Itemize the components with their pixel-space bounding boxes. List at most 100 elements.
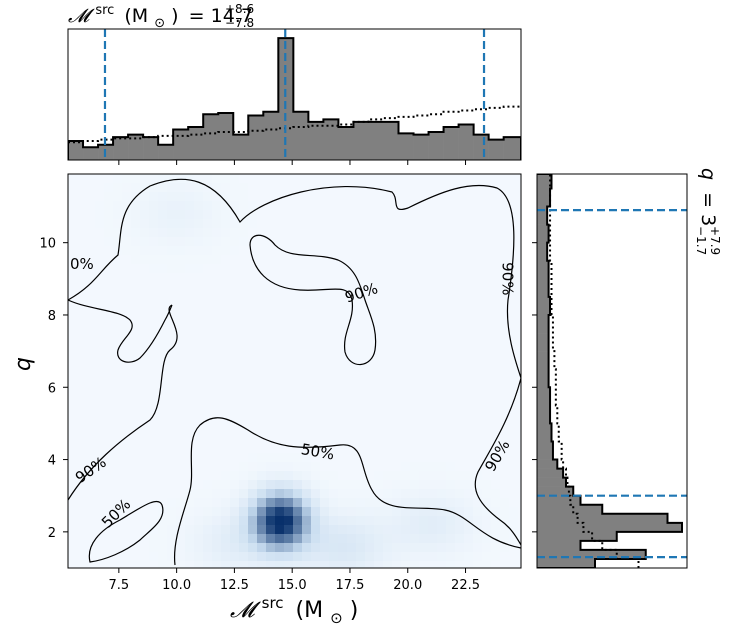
x-hist-bar	[413, 134, 429, 160]
density-cell	[392, 363, 402, 373]
density-cell	[284, 399, 294, 409]
density-cell	[95, 255, 105, 265]
density-cell	[329, 435, 339, 445]
density-cell	[95, 246, 105, 256]
density-cell	[491, 498, 501, 508]
density-cell	[77, 525, 87, 535]
density-cell	[212, 525, 222, 535]
density-cell	[500, 309, 510, 319]
density-cell	[518, 480, 521, 490]
density-cell	[68, 417, 78, 427]
density-cell	[491, 264, 501, 274]
density-cell	[464, 426, 474, 436]
density-cell	[176, 444, 186, 454]
density-cell	[149, 561, 159, 568]
title-unit-sub: ⊙	[154, 16, 165, 31]
density-cell	[509, 480, 519, 490]
density-cell	[257, 534, 267, 544]
density-cell	[500, 201, 510, 211]
density-cell	[77, 408, 87, 418]
density-cell	[77, 318, 87, 328]
density-cell	[266, 282, 276, 292]
density-cell	[347, 219, 357, 229]
density-cell	[302, 444, 312, 454]
density-cell	[401, 345, 411, 355]
density-cell	[221, 471, 231, 481]
density-cell	[95, 336, 105, 346]
density-cell	[437, 354, 447, 364]
density-cell	[419, 552, 429, 562]
density-cell	[86, 408, 96, 418]
density-cell	[311, 390, 321, 400]
density-cell	[68, 183, 78, 193]
density-cell	[257, 300, 267, 310]
density-cell	[401, 381, 411, 391]
density-cell	[266, 516, 276, 526]
density-cell	[122, 255, 132, 265]
density-cell	[392, 417, 402, 427]
density-cell	[95, 471, 105, 481]
density-cell	[347, 201, 357, 211]
density-cell	[518, 498, 521, 508]
density-cell	[464, 498, 474, 508]
density-cell	[428, 318, 438, 328]
density-cell	[167, 453, 177, 463]
density-cell	[311, 282, 321, 292]
density-cell	[401, 363, 411, 373]
density-cell	[383, 246, 393, 256]
density-cell	[113, 435, 123, 445]
density-cell	[491, 300, 501, 310]
density-cell	[104, 381, 114, 391]
density-cell	[374, 273, 384, 283]
density-cell	[410, 255, 420, 265]
density-cell	[302, 282, 312, 292]
density-cell	[473, 363, 483, 373]
density-cell	[113, 543, 123, 553]
density-cell	[383, 543, 393, 553]
density-cell	[257, 381, 267, 391]
density-cell	[329, 552, 339, 562]
density-cell	[203, 327, 213, 337]
density-cell	[86, 336, 96, 346]
density-cell	[239, 363, 249, 373]
density-cell	[419, 516, 429, 526]
density-cell	[320, 462, 330, 472]
density-cell	[266, 390, 276, 400]
density-cell	[347, 174, 357, 184]
density-cell	[455, 327, 465, 337]
density-cell	[230, 309, 240, 319]
density-cell	[167, 345, 177, 355]
density-cell	[257, 480, 267, 490]
density-cell	[455, 525, 465, 535]
density-cell	[167, 192, 177, 202]
density-cell	[491, 534, 501, 544]
density-cell	[347, 561, 357, 568]
density-cell	[311, 516, 321, 526]
density-cell	[329, 300, 339, 310]
density-cell	[221, 426, 231, 436]
density-cell	[320, 318, 330, 328]
density-cell	[455, 363, 465, 373]
density-cell	[122, 336, 132, 346]
density-cell	[203, 291, 213, 301]
density-cell	[203, 282, 213, 292]
density-cell	[338, 219, 348, 229]
density-cell	[194, 201, 204, 211]
density-cell	[203, 354, 213, 364]
density-cell	[518, 444, 521, 454]
density-cell	[338, 534, 348, 544]
density-cell	[518, 435, 521, 445]
density-cell	[437, 435, 447, 445]
density-cell	[491, 228, 501, 238]
density-cell	[419, 282, 429, 292]
density-cell	[410, 318, 420, 328]
density-cell	[419, 408, 429, 418]
density-cell	[203, 543, 213, 553]
density-cell	[446, 525, 456, 535]
density-cell	[338, 183, 348, 193]
density-cell	[149, 381, 159, 391]
density-cell	[338, 552, 348, 562]
density-cell	[338, 381, 348, 391]
density-cell	[68, 498, 78, 508]
density-cell	[212, 219, 222, 229]
